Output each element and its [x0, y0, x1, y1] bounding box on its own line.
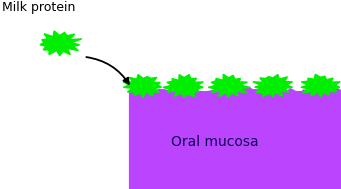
Text: Oral mucosa: Oral mucosa: [171, 135, 258, 149]
Polygon shape: [208, 74, 250, 97]
Polygon shape: [130, 87, 341, 189]
Text: Milk protein: Milk protein: [2, 1, 75, 14]
Polygon shape: [301, 74, 340, 97]
Bar: [130, 91, 341, 189]
Polygon shape: [253, 74, 293, 97]
Polygon shape: [123, 74, 161, 98]
Polygon shape: [163, 75, 203, 97]
Polygon shape: [40, 31, 82, 56]
